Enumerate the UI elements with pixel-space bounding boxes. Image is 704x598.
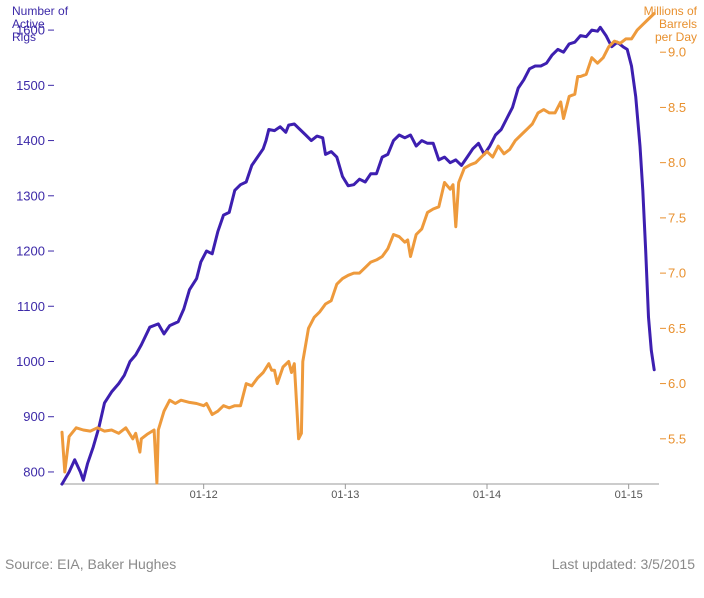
x-tick-label: 01-14 <box>473 489 501 501</box>
left-tick-label: 900 <box>23 409 45 424</box>
left-tick-label: 1200 <box>16 244 45 259</box>
left-axis-title-line: Active <box>12 17 45 31</box>
right-tick-label: 7.5 <box>668 210 686 225</box>
left-tick-label: 1100 <box>17 299 45 314</box>
x-tick-label: 01-13 <box>331 489 359 501</box>
left-axis-title-line: Number of <box>12 4 69 18</box>
right-axis-title-line: per Day <box>655 30 697 44</box>
right-axis-title-line: Barrels <box>659 17 697 31</box>
right-tick-label: 5.5 <box>668 431 686 446</box>
right-tick-label: 8.0 <box>668 155 686 170</box>
source-note: Source: EIA, Baker Hughes <box>5 556 177 572</box>
left-axis-title-line: Rigs <box>12 30 36 44</box>
right-tick-label: 7.0 <box>668 266 686 281</box>
x-tick-label: 01-12 <box>190 489 218 501</box>
last-updated: Last updated: 3/5/2015 <box>551 556 695 572</box>
oil-production-line <box>60 12 656 485</box>
right-axis: 5.5 6.0 6.5 7.0 7.5 8.0 8.5 9.0 <box>660 45 686 446</box>
left-tick-label: 800 <box>23 464 45 479</box>
left-tick-label: 1500 <box>16 78 45 93</box>
left-tick-label: 1300 <box>16 188 45 203</box>
rig-count-line <box>60 25 656 486</box>
x-axis: 01-12 01-13 01-14 01-15 <box>60 483 659 501</box>
x-tick-label: 01-15 <box>615 489 643 501</box>
right-tick-label: 6.0 <box>668 376 686 391</box>
right-tick-label: 6.5 <box>668 321 686 336</box>
series-layer <box>60 12 656 486</box>
left-axis: 800 900 1000 1100 1200 1300 1400 1500 1600 <box>16 23 54 479</box>
right-axis-title-line: Millions of <box>644 4 698 18</box>
left-tick-label: 1600 <box>16 23 45 38</box>
right-tick-label: 8.5 <box>668 100 686 115</box>
left-tick-label: 1400 <box>16 133 45 148</box>
right-tick-label: 9.0 <box>668 45 686 60</box>
left-tick-label: 1000 <box>16 354 45 369</box>
